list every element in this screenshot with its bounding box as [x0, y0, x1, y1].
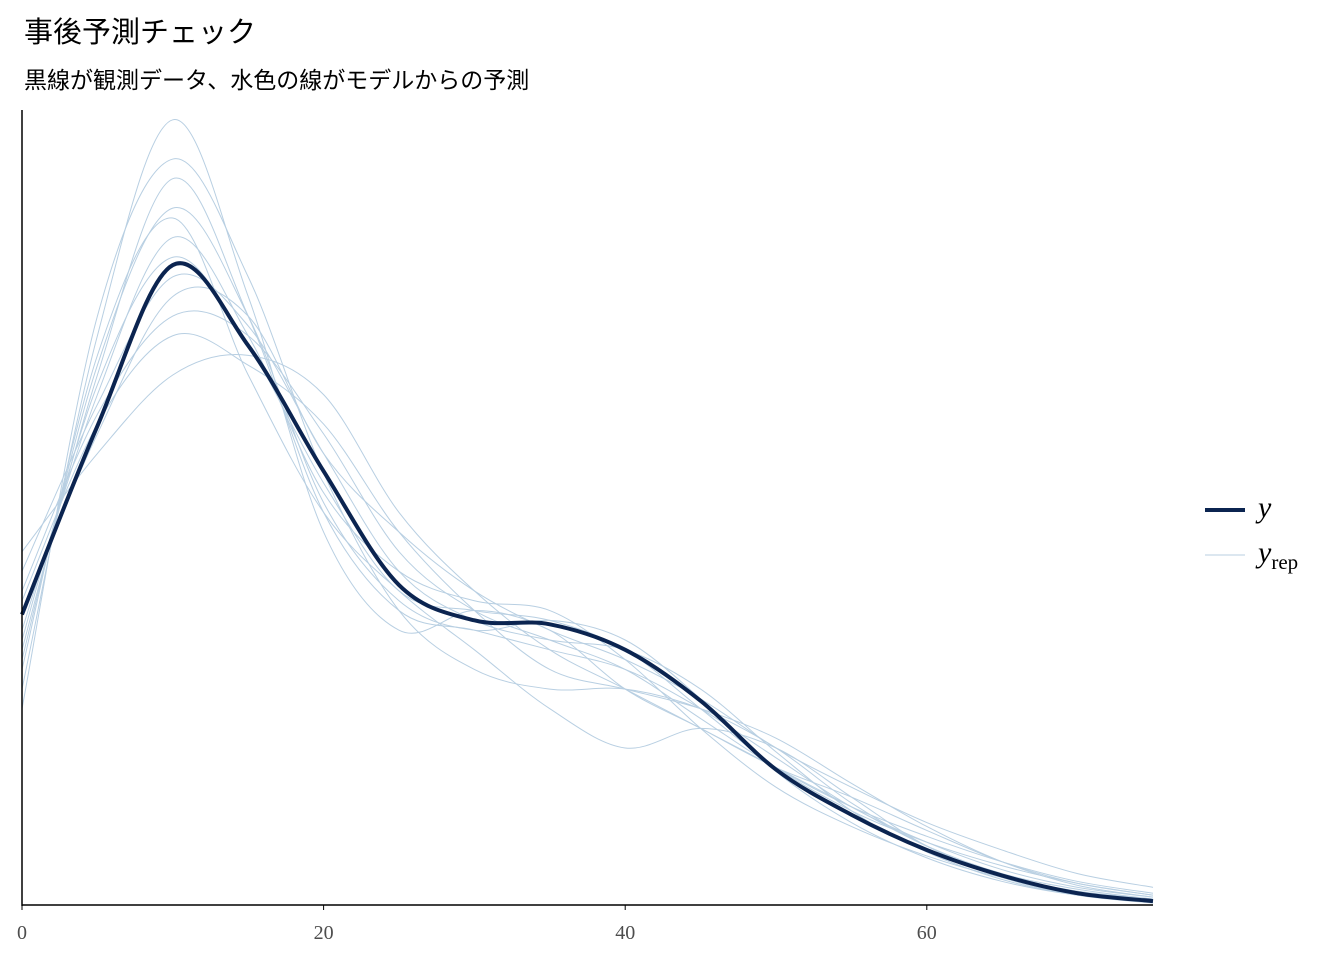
yrep-line — [21, 286, 1154, 888]
chart-title: 事後予測チェック — [24, 15, 256, 49]
yrep-line — [21, 236, 1154, 900]
x-tick-label: 20 — [314, 922, 334, 944]
y-line — [20, 261, 1154, 904]
legend-label: yrep — [1255, 536, 1298, 574]
yrep-line — [21, 256, 1154, 896]
yrep-line — [21, 310, 1154, 894]
yrep-line — [21, 177, 1154, 898]
yrep-line — [21, 217, 1154, 902]
yrep-line — [21, 158, 1154, 904]
legend-label-main: y — [1255, 491, 1272, 524]
plot-area — [20, 119, 1154, 904]
yrep-line — [21, 207, 1154, 902]
legend-label-sub: rep — [1271, 550, 1298, 574]
x-tick-label: 40 — [615, 922, 635, 944]
legend-label-main: y — [1255, 536, 1272, 569]
chart-subtitle: 黒線が観測データ、水色の線がモデルからの予測 — [24, 68, 529, 94]
x-tick-label: 60 — [917, 922, 937, 944]
legend-label: y — [1255, 491, 1272, 524]
yrep-line — [21, 119, 1154, 896]
yrep-line — [21, 273, 1154, 902]
x-tick-label: 0 — [17, 922, 27, 944]
yrep-line — [21, 333, 1154, 898]
yrep-line — [21, 354, 1154, 900]
